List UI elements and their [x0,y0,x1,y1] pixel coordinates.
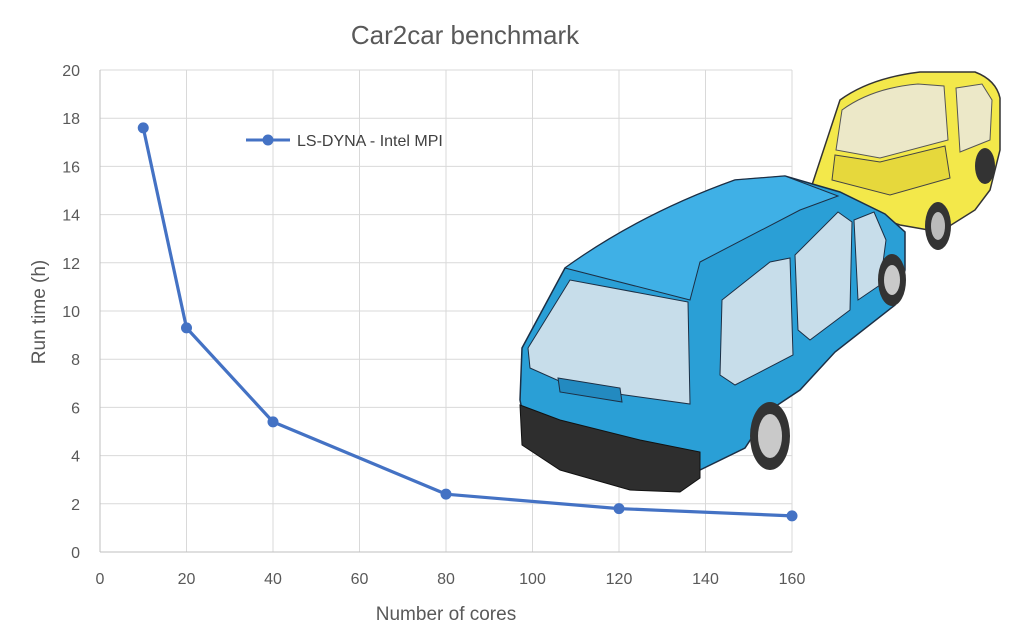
x-tick-label: 140 [692,571,719,588]
x-tick-label: 120 [606,571,633,588]
x-tick-label: 100 [519,571,546,588]
y-tick-label: 2 [71,497,80,514]
x-tick-label: 40 [264,571,282,588]
y-axis-label: Run time (h) [29,260,50,365]
tick-labels: 0 20 40 60 80 100 120 140 160 0 2 4 6 8 10 12 14 16 18 20 [62,63,805,588]
data-point [267,416,279,428]
x-tick-label: 60 [351,571,369,588]
data-series [137,122,798,522]
y-tick-label: 10 [62,304,80,321]
y-tick-label: 14 [62,208,80,225]
legend: LS-DYNA - Intel MPI [246,133,443,150]
x-tick-label: 0 [96,571,105,588]
y-tick-label: 0 [71,545,80,562]
yellow-vehicle [811,71,1001,250]
y-tick-label: 8 [71,352,80,369]
crash-simulation-illustration [519,71,1001,493]
y-tick-label: 6 [71,400,80,417]
legend-label: LS-DYNA - Intel MPI [297,133,443,150]
legend-point-marker [262,134,274,146]
data-point [440,488,452,500]
data-point [181,322,192,334]
x-axis-label: Number of cores [376,604,516,625]
x-tick-label: 160 [779,571,806,588]
data-point [786,510,798,522]
series-line [141,127,793,518]
y-tick-label: 16 [62,159,80,176]
data-point [613,503,625,515]
blue-vehicle [519,175,906,493]
x-tick-label: 20 [178,571,196,588]
y-tick-label: 18 [62,111,80,128]
y-tick-label: 20 [62,63,80,80]
y-tick-label: 4 [71,449,80,466]
y-tick-label: 12 [62,256,80,273]
axes [99,70,792,553]
x-tick-label: 80 [437,571,455,588]
chart-title: Car2car benchmark [351,20,580,50]
data-point [137,122,149,134]
